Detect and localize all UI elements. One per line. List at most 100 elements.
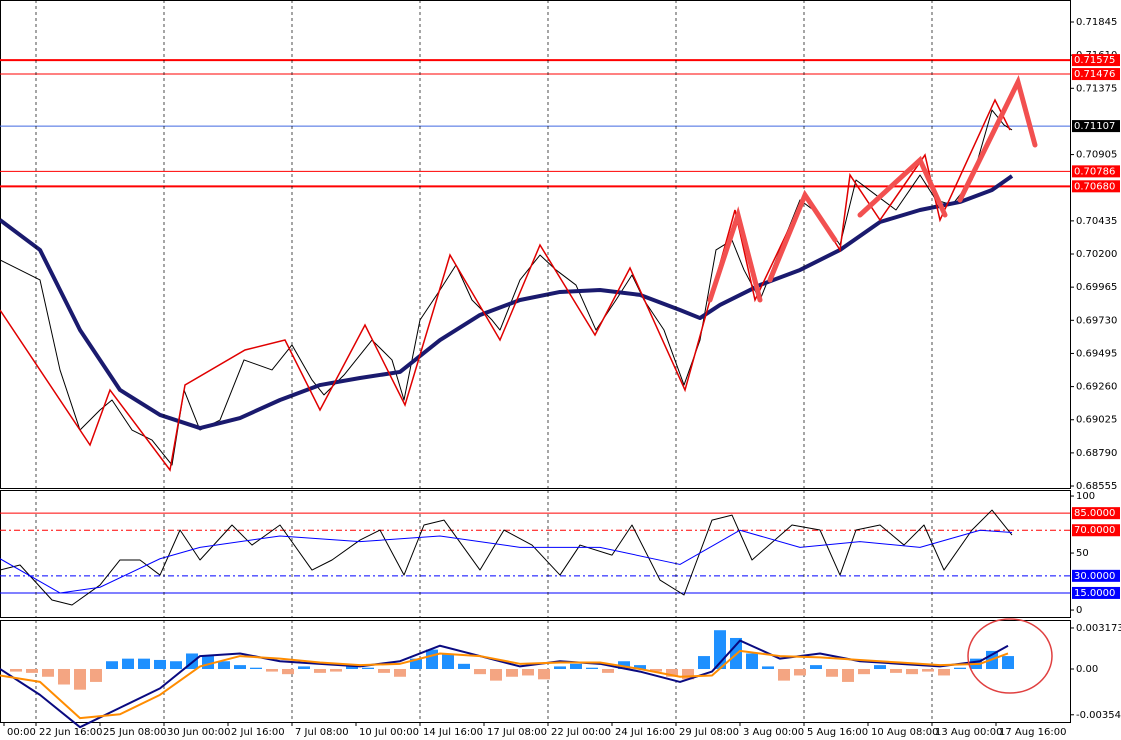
x-tick-label: 30 Jun 00:00 [167, 727, 231, 738]
histogram-bar [762, 666, 774, 669]
level-label-box [1072, 165, 1120, 178]
histogram-bar [634, 665, 646, 669]
x-tick-label: 22 Jun 16:00 [39, 727, 103, 738]
histogram-bar [42, 668, 54, 677]
level-label: 0.71107 [1074, 121, 1115, 132]
x-tick-label: 13 Aug 00:00 [935, 727, 1002, 738]
histogram-bar [330, 668, 342, 672]
histogram-bar [890, 668, 902, 673]
arrow [767, 189, 838, 283]
y-tick-label: 0.00 [1076, 664, 1098, 675]
series-line [0, 174, 1014, 431]
y-tick-label: 0.71375 [1076, 83, 1117, 94]
arrow [707, 206, 763, 303]
y-tick-label: 0 [1076, 605, 1082, 616]
y-tick-label: 0.69025 [1076, 415, 1117, 426]
y-tick-label: 0.71845 [1076, 17, 1117, 28]
histogram-bar [874, 665, 886, 669]
x-tick-label: 14 Jul 16:00 [423, 727, 483, 738]
level-label-box [1072, 120, 1120, 133]
y-tick-label: 0.69260 [1076, 382, 1117, 393]
histogram-bar [346, 666, 358, 669]
histogram-bar [954, 667, 966, 669]
level-label: 85.0000 [1074, 508, 1115, 519]
histogram-bar [10, 668, 22, 672]
histogram-bar [122, 658, 134, 669]
panel-frame [0, 620, 1071, 723]
histogram-bar [586, 667, 598, 669]
histogram-bar [682, 668, 694, 680]
histogram-bar [410, 658, 422, 669]
histogram-bar [778, 668, 790, 681]
x-tick-label: 25 Jun 08:00 [103, 727, 167, 738]
x-tick-label: 5 Aug 16:00 [807, 727, 868, 738]
level-label: 30.0000 [1074, 571, 1115, 582]
panel-frame [0, 490, 1071, 618]
histogram-bar [922, 668, 934, 672]
y-tick-label: 0.70200 [1076, 249, 1117, 260]
panel-frame [0, 0, 1071, 489]
histogram-bar [554, 666, 566, 669]
histogram-bar [458, 663, 470, 669]
histogram-bar [442, 653, 454, 669]
annotations [0, 74, 1053, 694]
x-tick-label: 22 Jul 00:00 [551, 727, 611, 738]
histogram-bar [746, 653, 758, 669]
level-label-box [1072, 569, 1120, 582]
level-label-box [1072, 507, 1120, 520]
y-tick-label: 0.70905 [1076, 150, 1117, 161]
level-label: 0.70680 [1074, 181, 1115, 192]
histogram-bar [138, 658, 150, 669]
y-tick-label: 100 [1076, 491, 1095, 502]
histogram-bar [506, 668, 518, 677]
histogram-bar [394, 668, 406, 677]
histogram-bar [362, 667, 374, 669]
highlight-ellipse [967, 618, 1053, 694]
level-label: 0.71575 [1074, 55, 1115, 66]
histogram-bar [666, 668, 678, 677]
x-tick-label: 00:00 [7, 727, 36, 738]
histogram-bar [810, 665, 822, 669]
histogram-bar [282, 668, 294, 675]
y-tick-label: 0.69730 [1076, 315, 1117, 326]
histogram-bar [938, 668, 950, 676]
histogram-bar [842, 668, 854, 682]
y-tick-label: 0.69495 [1076, 348, 1117, 359]
level-label-box [1072, 68, 1120, 81]
zigzag [0, 98, 1011, 472]
x-tick-label: 2 Jul 16:00 [231, 727, 285, 738]
y-tick-label: 0.0031736 [1076, 623, 1121, 634]
histogram-bar [538, 668, 550, 680]
series-line [0, 509, 1013, 606]
level-label-box [1072, 586, 1120, 599]
x-tick-label: 7 Jul 08:00 [295, 727, 349, 738]
histogram-bar [474, 668, 486, 675]
histogram-bar [602, 668, 614, 673]
histogram-bar [170, 661, 182, 669]
histogram-bar [794, 668, 806, 676]
x-tick-label: 24 Jul 16:00 [615, 727, 675, 738]
level-label-box [1072, 180, 1120, 193]
histogram-bar [522, 668, 534, 676]
arrow [857, 155, 948, 218]
level-label-box [1072, 54, 1120, 67]
y-tick-label: 50 [1076, 548, 1089, 559]
histogram-bar [250, 667, 262, 669]
y-tick-label: 0.68555 [1076, 481, 1117, 492]
arrow [957, 74, 1038, 203]
histogram-bar [378, 668, 390, 673]
histogram-bar [90, 668, 102, 682]
level-label: 0.70786 [1074, 166, 1115, 177]
x-tick-label: 17 Jul 08:00 [487, 727, 547, 738]
level-label-box [1072, 524, 1120, 537]
histogram-bar [58, 668, 70, 685]
histogram-bar [234, 665, 246, 669]
series-line [0, 649, 1009, 720]
histogram-bar [570, 663, 582, 669]
histogram-bar [826, 668, 838, 677]
histogram-bar [154, 659, 166, 669]
histogram-bar [906, 668, 918, 675]
histogram-bar [106, 661, 118, 669]
